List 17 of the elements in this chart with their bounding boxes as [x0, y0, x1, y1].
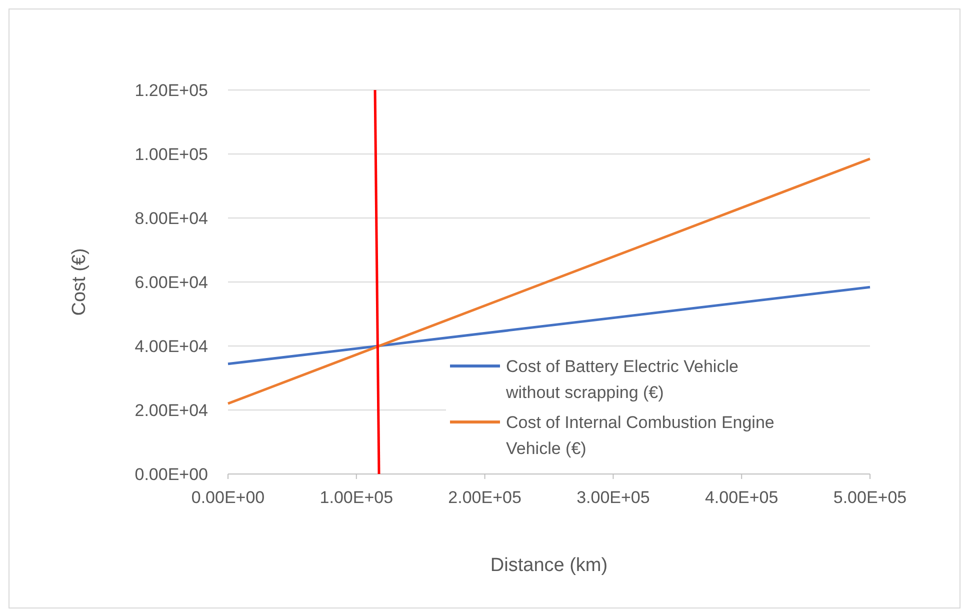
y-tick-label: 1.20E+05 — [134, 81, 208, 100]
legend-label: Cost of Battery Electric Vehicle without scrapping (€) — [505, 357, 738, 402]
y-tick-label: 4.00E+04 — [134, 337, 208, 356]
y-tick-label: 2.00E+04 — [134, 401, 208, 420]
x-tick-label: 0.00E+00 — [191, 488, 265, 507]
x-tick-label: 4.00E+05 — [704, 488, 778, 507]
x-axis-title: Distance (km) — [490, 555, 608, 576]
y-tick-label: 6.00E+04 — [134, 273, 208, 292]
x-tick-label: 1.00E+05 — [320, 488, 394, 507]
x-tick-label: 2.00E+05 — [448, 488, 522, 507]
y-axis-title: Cost (€) — [69, 248, 90, 316]
legend-label: Cost of Internal Combustion Engine Vehicle (€) — [506, 413, 774, 458]
y-tick-label: 1.00E+05 — [134, 145, 208, 164]
x-tick-label: 3.00E+05 — [576, 488, 650, 507]
y-tick-label: 0.00E+00 — [134, 465, 208, 484]
y-tick-label: 8.00E+04 — [134, 209, 208, 228]
x-tick-label: 5.00E+05 — [833, 488, 907, 507]
